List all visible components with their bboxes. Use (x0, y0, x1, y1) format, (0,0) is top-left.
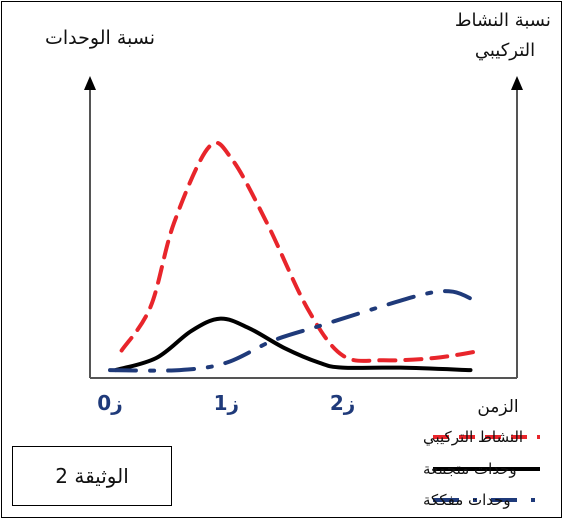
y-axis-right-arrow (511, 76, 523, 90)
y-axis-left-arrow (84, 76, 96, 90)
series-lines (108, 140, 485, 373)
x-tick-label: ز1 (214, 391, 239, 415)
series-line (113, 316, 473, 373)
legend-label: وحدات متجمعة (423, 460, 517, 478)
y-axis-right-label-line1: نسبة النشاط (455, 10, 551, 31)
x-tick-label: ز0 (97, 391, 122, 415)
x-tick-label: ز2 (330, 391, 355, 415)
series-line (108, 289, 479, 373)
series-line (119, 140, 485, 363)
x-tick-labels: ز0 ز1 ز2 (97, 391, 355, 415)
legend-label: وحدات مفككة (423, 491, 511, 509)
y-axis-right-label: نسبة النشاط التركيبي (449, 10, 551, 61)
document-label: الوثيقة 2 (55, 464, 129, 488)
legend: النشاط التركيبي وحدات متجمعة وحدات مفككة (423, 428, 540, 509)
document-label-box: الوثيقة 2 (12, 446, 172, 506)
x-axis-label: الزمن (477, 397, 518, 417)
y-axis-right-label-line2: التركيبي (475, 40, 535, 61)
legend-label: النشاط التركيبي (423, 428, 523, 447)
y-axis-left-label: نسبة الوحدات (45, 27, 155, 49)
